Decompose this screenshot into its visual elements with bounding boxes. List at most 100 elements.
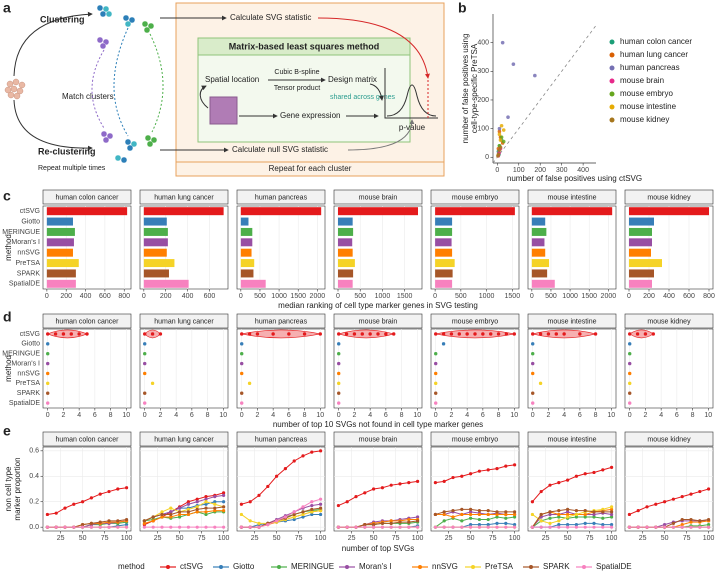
point — [89, 525, 93, 529]
point — [46, 381, 50, 386]
x-tick-label: 800 — [118, 293, 130, 300]
x-tick-label: 0 — [433, 293, 437, 300]
point — [451, 515, 455, 519]
point — [169, 506, 173, 510]
point — [583, 512, 587, 517]
point — [398, 520, 402, 524]
point — [531, 342, 535, 346]
point — [680, 525, 684, 529]
x-tick-label: 600 — [204, 293, 216, 300]
point — [337, 342, 341, 346]
point — [319, 497, 323, 501]
x-tick-label: 100 — [315, 535, 327, 542]
repeat-multiple: Repeat multiple times — [38, 165, 106, 172]
legend-marker — [582, 565, 586, 569]
bar — [531, 279, 555, 288]
point — [583, 515, 587, 519]
point — [257, 525, 261, 529]
point — [628, 342, 632, 346]
facet-strip — [430, 431, 520, 447]
point — [663, 500, 667, 504]
x-tick-label: 25 — [639, 535, 647, 542]
point — [689, 492, 693, 496]
x-tick-label: 4 — [271, 412, 275, 419]
bar — [531, 207, 613, 216]
point — [554, 332, 558, 336]
point — [548, 525, 552, 529]
point — [337, 361, 341, 366]
x-tick-label: 25 — [348, 535, 356, 542]
point — [495, 512, 499, 517]
point — [489, 332, 493, 336]
point — [275, 519, 279, 523]
point — [416, 515, 420, 519]
point — [275, 474, 279, 478]
panel-label: c — [3, 188, 11, 204]
point — [539, 512, 543, 517]
point — [486, 517, 490, 522]
point — [143, 371, 147, 376]
point — [497, 148, 502, 152]
point — [698, 525, 702, 529]
point — [457, 332, 461, 336]
facet-title: mouse embryo — [452, 318, 498, 325]
bar — [240, 269, 254, 278]
facet-strip — [139, 189, 229, 205]
point — [384, 332, 388, 336]
point — [689, 517, 693, 522]
x-tick-label: 75 — [198, 535, 206, 542]
point — [434, 351, 438, 356]
point — [319, 509, 323, 513]
point — [680, 517, 684, 522]
x-tick-label: 0 — [628, 412, 632, 419]
point — [433, 525, 437, 529]
facet-title: mouse kidney — [647, 436, 691, 443]
x-tick-label: 500 — [254, 293, 266, 300]
x-tick-label: 75 — [392, 535, 400, 542]
x-tick-label: 6 — [578, 412, 582, 419]
x-tick-label: 4 — [562, 412, 566, 419]
point — [610, 525, 614, 529]
point — [240, 391, 244, 395]
x-tick-label: 500 — [545, 293, 557, 300]
point — [354, 495, 358, 499]
point — [195, 507, 199, 511]
panel-label: e — [3, 423, 11, 439]
bar — [143, 207, 224, 216]
x-tick-label: 0 — [240, 412, 244, 419]
x-tick-label: 1500 — [290, 293, 306, 300]
x-tick-label: 10 — [413, 412, 421, 419]
point — [513, 510, 517, 514]
point — [266, 523, 270, 527]
bar — [629, 217, 654, 226]
point — [533, 73, 537, 78]
x-tick-label: 200 — [60, 293, 72, 300]
facet-title: mouse intestine — [547, 436, 596, 443]
x-tick-label: 1000 — [562, 293, 578, 300]
method-label: nnSVG — [17, 250, 40, 257]
point — [557, 509, 561, 513]
point — [566, 478, 570, 482]
point — [195, 510, 199, 514]
bar — [338, 259, 355, 268]
point — [628, 332, 632, 336]
x-tick-label: 400 — [80, 293, 92, 300]
legend-label: SPARK — [543, 562, 570, 571]
pvalue: p-value — [399, 123, 426, 132]
point — [499, 123, 504, 128]
point — [497, 126, 502, 131]
point — [469, 512, 473, 517]
series-line — [144, 510, 224, 524]
method-label: PreTSA — [15, 260, 40, 267]
method-label: PreTSA — [15, 380, 40, 387]
panel — [624, 446, 714, 532]
panel-label: b — [458, 0, 467, 16]
x-tick-label: 75 — [295, 535, 303, 542]
point — [635, 332, 640, 336]
bar — [531, 227, 547, 236]
panel — [236, 446, 326, 532]
x-tick-label: 0 — [337, 412, 341, 419]
x-tick-label: 0 — [45, 293, 49, 300]
point — [592, 521, 596, 525]
x-tick-label: 10 — [607, 412, 615, 419]
